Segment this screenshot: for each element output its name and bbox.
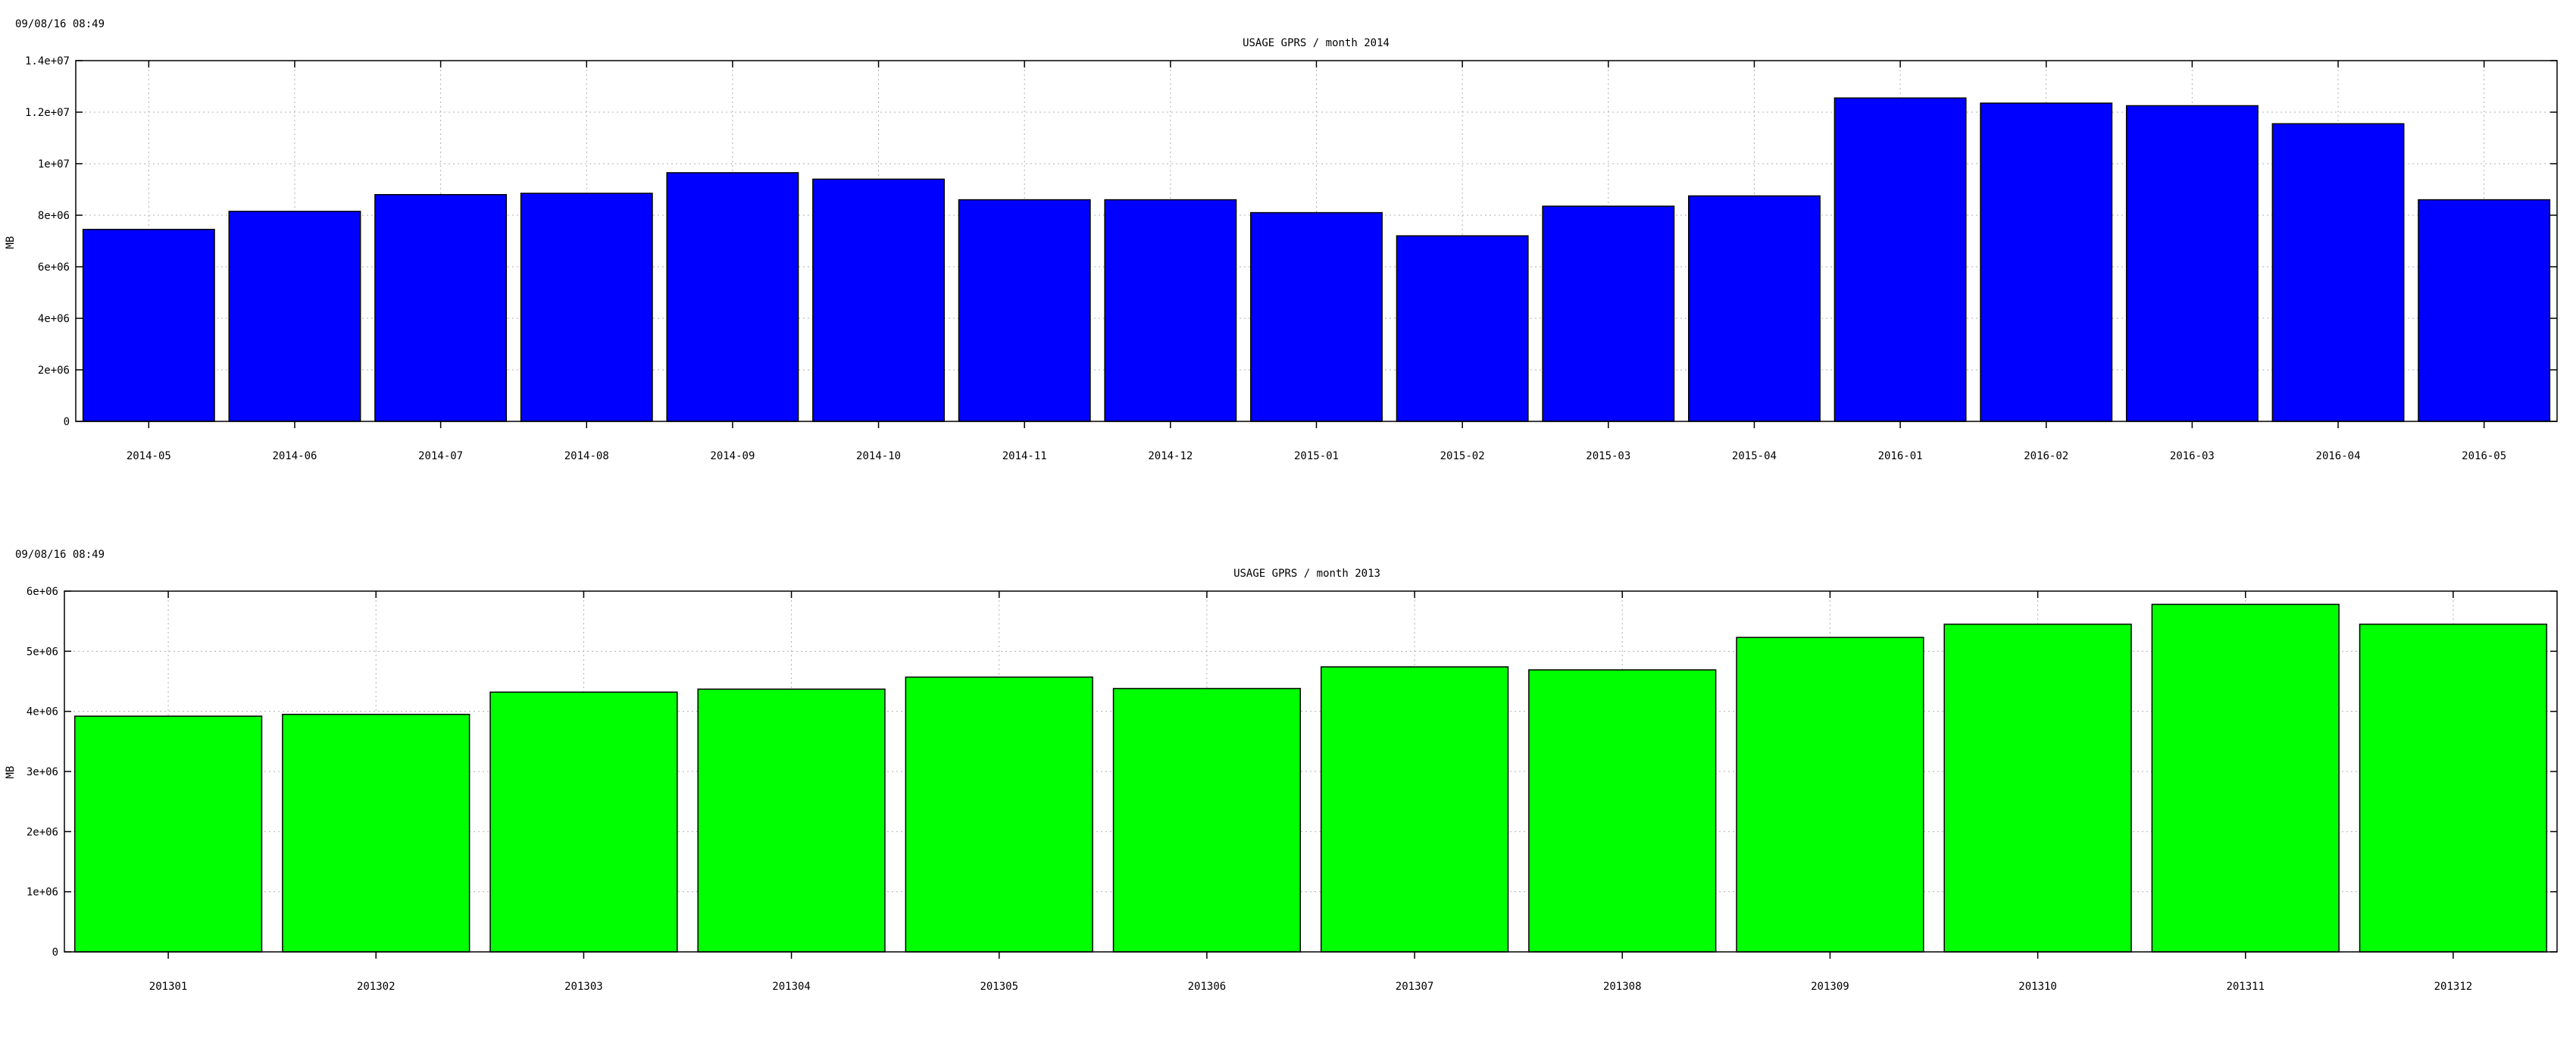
bar-2014-08 <box>520 192 653 422</box>
plot-frame <box>64 590 2558 953</box>
bar-201307 <box>1320 666 1509 953</box>
y-tick-label: 6e+06 <box>27 586 58 598</box>
x-tick-label: 2015-01 <box>1294 450 1339 462</box>
bar-2014-07 <box>374 194 508 422</box>
x-tick-label: 2014-09 <box>710 450 755 462</box>
plot-frame <box>75 60 2558 422</box>
bar-2015-01 <box>1250 211 1383 422</box>
x-tick-label: 2015-03 <box>1586 450 1630 462</box>
x-tick-label: 201306 <box>1188 981 1227 993</box>
y-axis-label: MB <box>5 766 17 779</box>
bar-201306 <box>1112 687 1302 953</box>
x-tick-label: 2016-05 <box>2462 450 2506 462</box>
x-tick-label: 2015-04 <box>1732 450 1777 462</box>
bar-2014-11 <box>958 199 1091 422</box>
y-tick-label: 1.2e+07 <box>25 107 70 119</box>
x-tick-label: 2014-05 <box>127 450 171 462</box>
x-tick-label: 2016-01 <box>1878 450 1923 462</box>
y-axis-label: MB <box>5 236 17 249</box>
bar-201301 <box>73 715 263 953</box>
x-tick-label: 2016-03 <box>2170 450 2215 462</box>
bar-201303 <box>489 691 678 953</box>
x-tick-label: 201311 <box>2226 981 2265 993</box>
bar-2015-02 <box>1396 235 1529 422</box>
x-tick-label: 201302 <box>357 981 395 993</box>
x-tick-label: 201308 <box>1603 981 1642 993</box>
y-tick-label: 0 <box>64 416 70 428</box>
y-tick-label: 2e+06 <box>38 365 70 377</box>
x-tick-label: 2016-02 <box>2024 450 2068 462</box>
bar-2016-03 <box>2125 105 2259 422</box>
x-tick-label: 2016-04 <box>2316 450 2361 462</box>
bar-2014-12 <box>1104 199 1237 422</box>
bar-2016-05 <box>2418 199 2551 422</box>
chart-usage-2014: 09/08/16 08:49 USAGE GPRS / month 2014 M… <box>5 18 2558 462</box>
x-tick-label: 2015-02 <box>1440 450 1485 462</box>
bar-201308 <box>1528 669 1717 953</box>
bar-2014-09 <box>666 172 799 422</box>
bar-201312 <box>2359 623 2548 953</box>
bar-2015-04 <box>1688 195 1821 422</box>
x-tick-label: 2014-07 <box>418 450 463 462</box>
x-tick-label: 201310 <box>2018 981 2057 993</box>
chart-title: USAGE GPRS / month 2014 <box>1243 37 1390 49</box>
x-tick-label: 201303 <box>564 981 603 993</box>
bar-2014-10 <box>812 178 946 422</box>
x-tick-label: 2014-11 <box>1002 450 1047 462</box>
bar-2016-01 <box>1834 97 1967 422</box>
bar-201311 <box>2151 603 2340 953</box>
bar-2016-02 <box>1980 102 2113 422</box>
bar-201305 <box>905 676 1093 953</box>
y-tick-label: 3e+06 <box>27 766 58 778</box>
x-tick-label: 201301 <box>149 981 188 993</box>
x-tick-label: 2014-10 <box>856 450 901 462</box>
x-tick-label: 201304 <box>772 981 811 993</box>
y-tick-label: 2e+06 <box>27 826 58 838</box>
y-tick-label: 5e+06 <box>27 646 58 658</box>
y-tick-label: 4e+06 <box>38 313 70 325</box>
y-tick-label: 1e+06 <box>27 887 58 899</box>
y-tick-label: 1e+07 <box>38 158 70 171</box>
y-tick-label: 4e+06 <box>27 706 58 718</box>
x-tick-label: 201309 <box>1811 981 1849 993</box>
bar-201304 <box>697 688 886 953</box>
x-tick-label: 201307 <box>1396 981 1434 993</box>
x-tick-label: 201312 <box>2434 981 2473 993</box>
bar-2016-04 <box>2271 123 2405 422</box>
bar-201309 <box>1736 637 1924 953</box>
bar-201302 <box>282 713 470 953</box>
bar-201310 <box>1943 623 2132 953</box>
x-tick-label: 2014-06 <box>272 450 317 462</box>
x-tick-label: 2014-12 <box>1148 450 1193 462</box>
bar-2014-05 <box>82 228 215 422</box>
bar-2014-06 <box>228 211 361 422</box>
y-tick-label: 0 <box>52 947 58 959</box>
chart-usage-2013: 09/08/16 08:49 USAGE GPRS / month 2013 M… <box>5 549 2558 993</box>
x-tick-label: 2014-08 <box>564 450 609 462</box>
y-tick-label: 1.4e+07 <box>25 55 70 67</box>
chart-timestamp: 09/08/16 08:49 <box>15 18 105 30</box>
chart-title: USAGE GPRS / month 2013 <box>1233 568 1380 580</box>
bar-2015-03 <box>1542 205 1675 422</box>
y-tick-label: 6e+06 <box>38 261 70 274</box>
x-tick-label: 201305 <box>980 981 1018 993</box>
y-tick-label: 8e+06 <box>38 210 70 222</box>
chart-timestamp: 09/08/16 08:49 <box>15 549 105 561</box>
